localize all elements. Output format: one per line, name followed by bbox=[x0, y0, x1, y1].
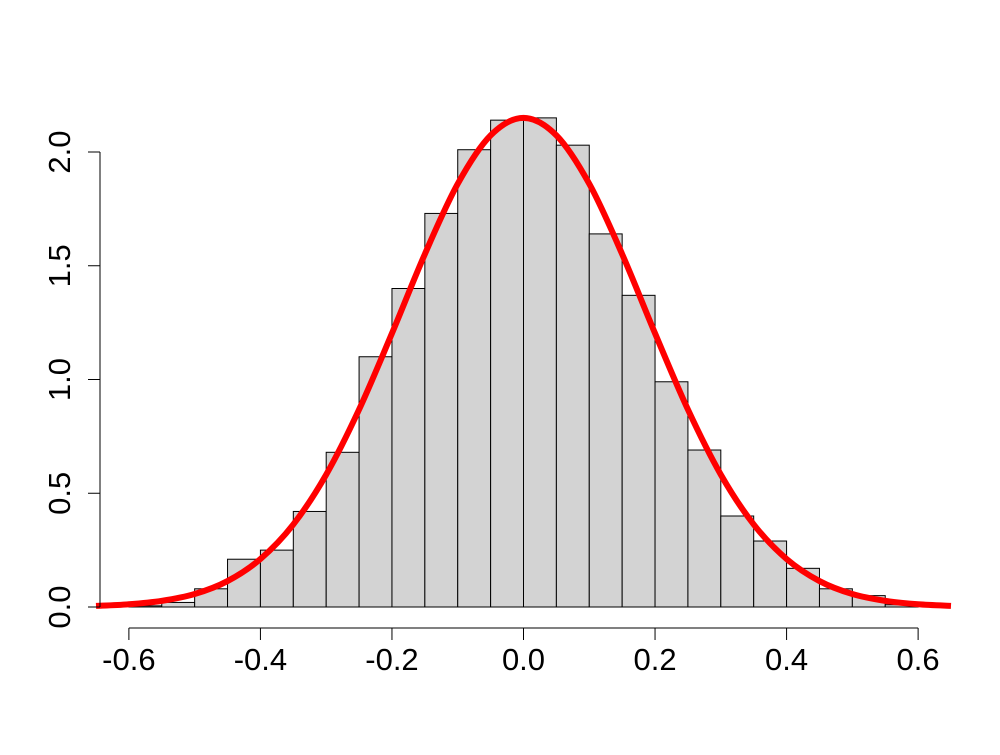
x-tick-label: 0.2 bbox=[633, 642, 676, 677]
density-curve bbox=[95, 114, 952, 609]
bar bbox=[292, 510, 327, 608]
x-tick-label: -0.4 bbox=[234, 642, 287, 677]
bar bbox=[325, 451, 360, 608]
bar bbox=[523, 117, 557, 608]
bar bbox=[621, 294, 656, 608]
y-tick-label: 2.0 bbox=[42, 130, 77, 173]
bar bbox=[687, 449, 722, 608]
x-tick-label: -0.6 bbox=[102, 642, 155, 677]
bar bbox=[424, 212, 459, 608]
bar bbox=[161, 601, 196, 608]
y-tick-label: 1.0 bbox=[42, 358, 77, 401]
bar bbox=[654, 381, 689, 608]
bar bbox=[720, 515, 755, 608]
x-tick-label: 0.6 bbox=[897, 642, 940, 677]
y-tick-label: 0.0 bbox=[42, 585, 77, 628]
x-tick-label: 0.0 bbox=[502, 642, 545, 677]
bar bbox=[391, 288, 426, 608]
y-tick-label: 0.5 bbox=[42, 472, 77, 515]
bar bbox=[457, 149, 492, 608]
bar bbox=[490, 119, 525, 608]
x-tick-label: 0.4 bbox=[765, 642, 808, 677]
x-tick-label: -0.2 bbox=[365, 642, 418, 677]
y-tick-label: 1.5 bbox=[42, 244, 77, 287]
bar bbox=[588, 233, 623, 608]
bar bbox=[555, 144, 590, 608]
